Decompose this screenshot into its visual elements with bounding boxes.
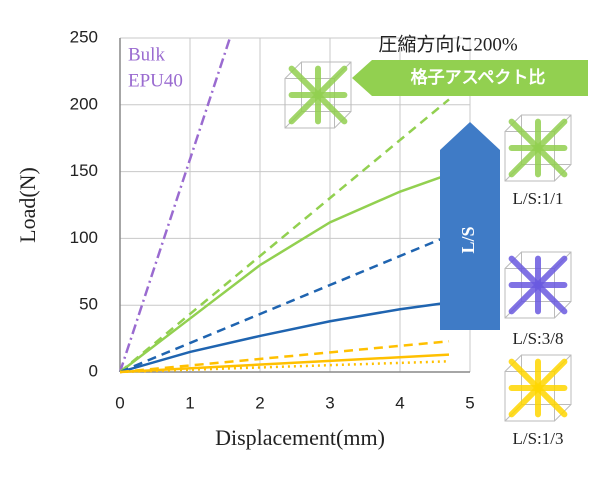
annotation: 格子アスペクト比	[411, 67, 546, 87]
y-tick-label: 0	[89, 361, 98, 380]
annotation: L/S	[458, 226, 478, 253]
data-line	[119, 360, 450, 374]
legend-label: Bulk	[128, 44, 165, 65]
data-line	[119, 173, 450, 373]
y-tick-label: 250	[70, 27, 98, 46]
x-tick-label: 4	[395, 393, 404, 412]
y-tick-label: 50	[79, 295, 98, 314]
x-tick-label: 3	[325, 393, 334, 412]
x-tick-label: 1	[185, 393, 194, 412]
data-line	[119, 340, 450, 374]
data-line	[119, 301, 450, 374]
y-axis-label: Load(N)	[15, 167, 40, 243]
y-tick-label: 150	[70, 161, 98, 180]
arrow-ls	[440, 122, 500, 330]
annotation: 圧縮方向に200%	[378, 33, 518, 55]
legend-label: EPU40	[128, 70, 183, 91]
data-line	[119, 98, 450, 373]
x-tick-label: 2	[255, 393, 264, 412]
annotation: L/S:1/3	[512, 429, 563, 448]
y-tick-label: 200	[70, 94, 98, 113]
x-tick-label: 0	[115, 393, 124, 412]
lattice-icon	[504, 114, 572, 182]
y-tick-label: 100	[70, 228, 98, 247]
lattice-icon	[504, 354, 572, 422]
lattice-icon	[284, 61, 352, 129]
annotation: L/S:3/8	[512, 329, 563, 348]
x-axis-label: Displacement(mm)	[215, 425, 385, 450]
data-line	[118, 37, 232, 373]
lattice-icon	[504, 251, 572, 319]
arrow-aspect	[352, 60, 588, 96]
x-tick-label: 5	[465, 393, 474, 412]
annotation: L/S:1/1	[512, 189, 563, 208]
